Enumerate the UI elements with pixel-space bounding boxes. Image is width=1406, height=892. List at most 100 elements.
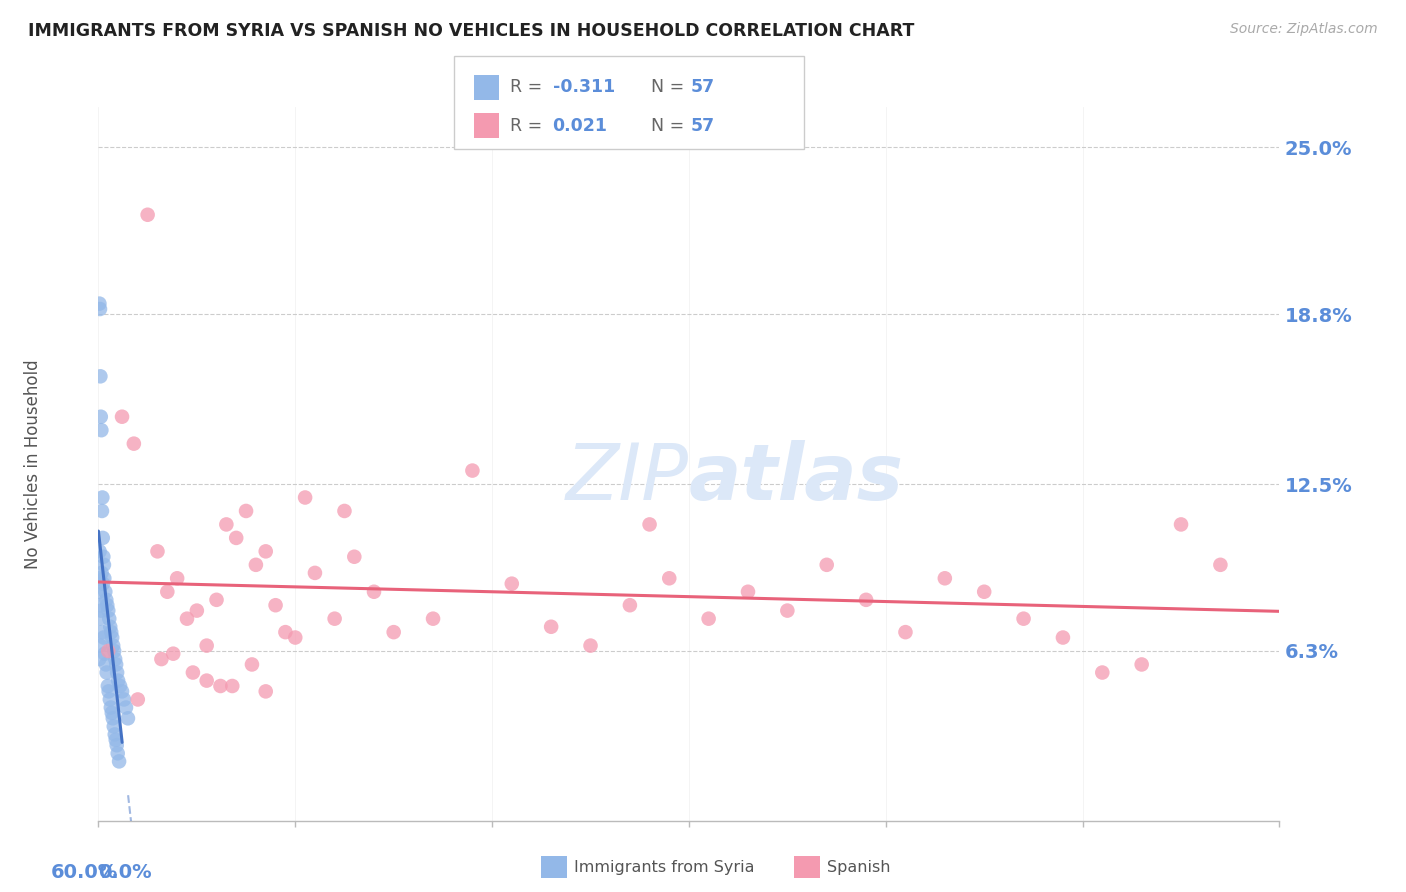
Point [89,571,111,585]
Point [186,604,208,618]
Point [104,732,127,747]
Point [108,679,131,693]
Point [105,657,128,672]
Point [363,584,385,599]
Point [87,612,110,626]
Point [98,692,121,706]
Point [112,692,135,706]
Point [105,665,128,680]
Point [638,517,661,532]
Text: Spanish: Spanish [827,860,890,874]
Point [111,684,134,698]
Point [619,598,641,612]
Point [111,409,134,424]
Point [103,639,125,653]
Point [156,584,179,599]
Point [323,612,346,626]
Point [235,504,257,518]
Text: 57: 57 [690,117,714,135]
Point [422,612,444,626]
Point [93,647,115,661]
Point [166,571,188,585]
Text: N =: N = [651,117,690,135]
Point [97,644,120,658]
Point [382,625,405,640]
Point [107,747,129,761]
Point [96,598,118,612]
Point [815,558,838,572]
Point [205,592,228,607]
Point [94,657,117,672]
Point [96,592,118,607]
Point [162,647,184,661]
Point [94,584,117,599]
Text: R =: R = [510,78,548,96]
Point [100,700,122,714]
Point [89,544,111,558]
Point [254,684,277,698]
Text: 0.021: 0.021 [553,117,607,135]
Point [225,531,247,545]
Point [150,652,173,666]
Point [93,558,115,572]
Point [294,491,316,505]
Point [304,566,326,580]
Point [245,558,267,572]
Point [89,369,111,384]
Point [93,571,115,585]
Point [221,679,243,693]
Point [98,620,121,634]
Point [1091,665,1114,680]
Point [1170,517,1192,532]
Point [90,409,112,424]
Point [274,625,297,640]
Point [181,665,204,680]
Point [93,631,115,645]
Point [90,423,112,437]
Point [215,517,238,532]
Point [934,571,956,585]
Point [101,706,124,720]
Text: -0.311: -0.311 [553,78,614,96]
Point [195,639,218,653]
Point [1012,612,1035,626]
Point [540,620,562,634]
Point [91,531,114,545]
Point [195,673,218,688]
Point [855,592,877,607]
Point [101,631,124,645]
Point [97,679,120,693]
Point [264,598,287,612]
Point [737,584,759,599]
Point [1052,631,1074,645]
Point [973,584,995,599]
Point [93,549,115,564]
Point [117,711,139,725]
Point [1209,558,1232,572]
Point [107,673,129,688]
Text: R =: R = [510,117,548,135]
Point [91,491,114,505]
Point [176,612,198,626]
Point [501,576,523,591]
Point [89,652,111,666]
Point [579,639,602,653]
Point [90,604,112,618]
Point [89,639,111,653]
Point [146,544,169,558]
Point [101,711,124,725]
Point [91,625,114,640]
Text: 57: 57 [690,78,714,96]
Point [104,727,127,741]
Point [209,679,232,693]
Point [91,576,114,591]
Point [658,571,681,585]
Text: N =: N = [651,78,690,96]
Point [461,464,484,478]
Text: 60.0%: 60.0% [51,863,118,882]
Point [105,738,128,752]
Text: No Vehicles in Household: No Vehicles in Household [24,359,42,569]
Point [97,684,120,698]
Point [776,604,799,618]
Point [103,719,125,733]
